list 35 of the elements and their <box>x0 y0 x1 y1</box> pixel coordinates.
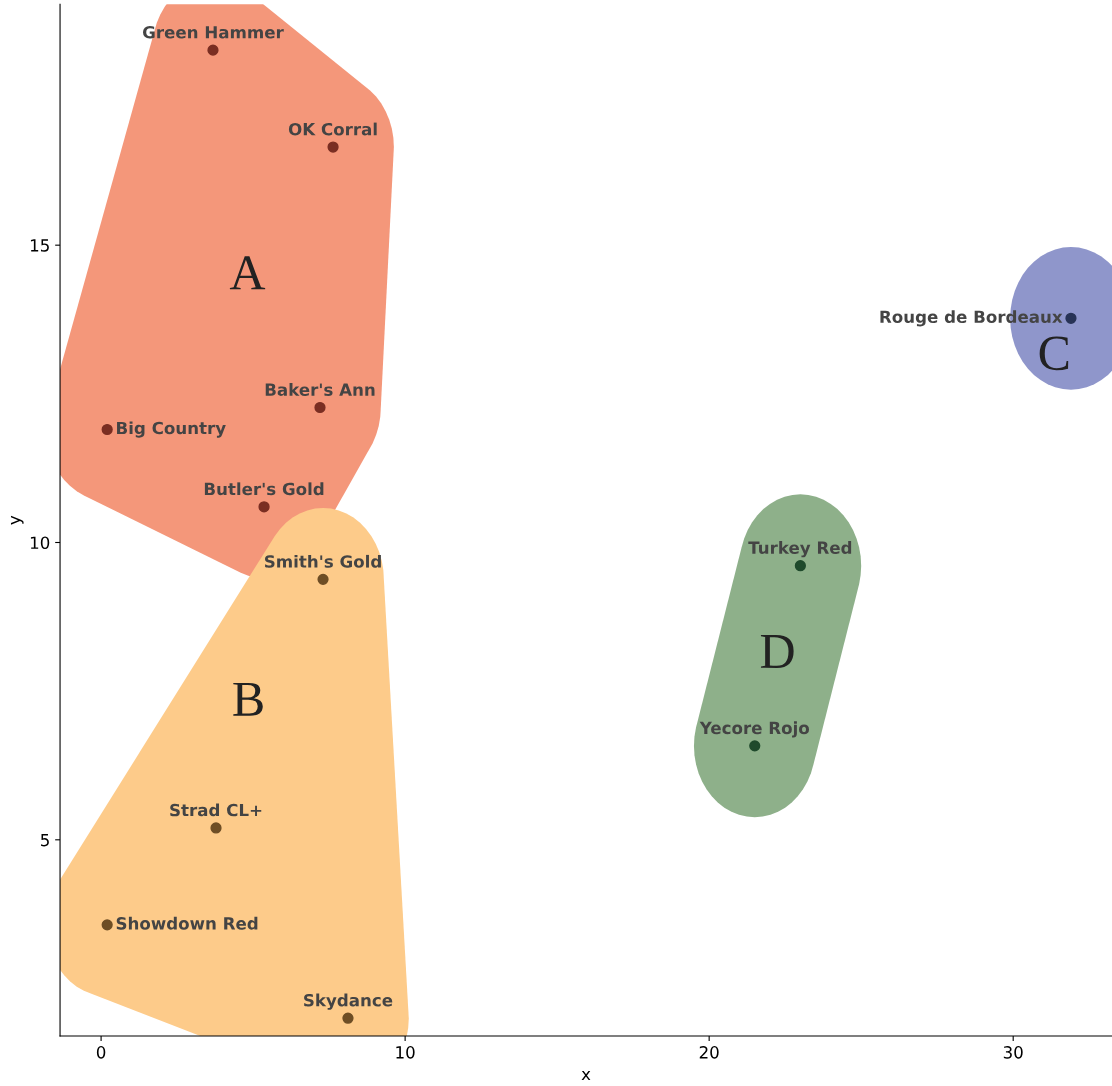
point <box>1065 312 1077 324</box>
point <box>101 919 113 931</box>
text: A <box>229 256 266 290</box>
x-tick-label: 0 <box>96 1046 106 1059</box>
x-tick-label: 10 <box>396 1046 415 1059</box>
annotation: Yecore Rojo <box>699 721 810 738</box>
point <box>327 141 339 153</box>
point <box>314 401 326 414</box>
annotation: OK Corral <box>288 122 377 136</box>
annotation: Baker's Ann <box>265 383 375 396</box>
point <box>794 560 806 572</box>
point <box>207 44 219 56</box>
point <box>317 573 329 585</box>
point <box>749 740 761 752</box>
annotation: Smith's Gold <box>264 554 381 568</box>
annotation: Skydance <box>304 993 393 1010</box>
series-label: C <box>1039 336 1069 371</box>
y-tick-label: 5 <box>41 833 49 847</box>
y-axis-title: y <box>10 515 24 525</box>
annotation: Turkey Red <box>748 541 852 558</box>
annotation: Showdown Red <box>116 916 258 930</box>
point <box>101 423 113 436</box>
series-label: D <box>760 635 794 668</box>
point <box>342 1012 354 1024</box>
x-tick-label: 20 <box>699 1046 719 1059</box>
y-tick-label: 15 <box>30 239 49 252</box>
annotation: Strad CL+ <box>170 803 262 817</box>
text: B <box>233 682 263 716</box>
point <box>258 501 270 513</box>
point <box>210 822 222 834</box>
x-tick-label: 30 <box>1003 1046 1023 1059</box>
annotation: Big Country <box>117 421 226 438</box>
annotation: Butler's Gold <box>204 482 324 496</box>
x-axis-title: x <box>581 1071 591 1081</box>
y-tick-label: 10 <box>30 536 50 550</box>
